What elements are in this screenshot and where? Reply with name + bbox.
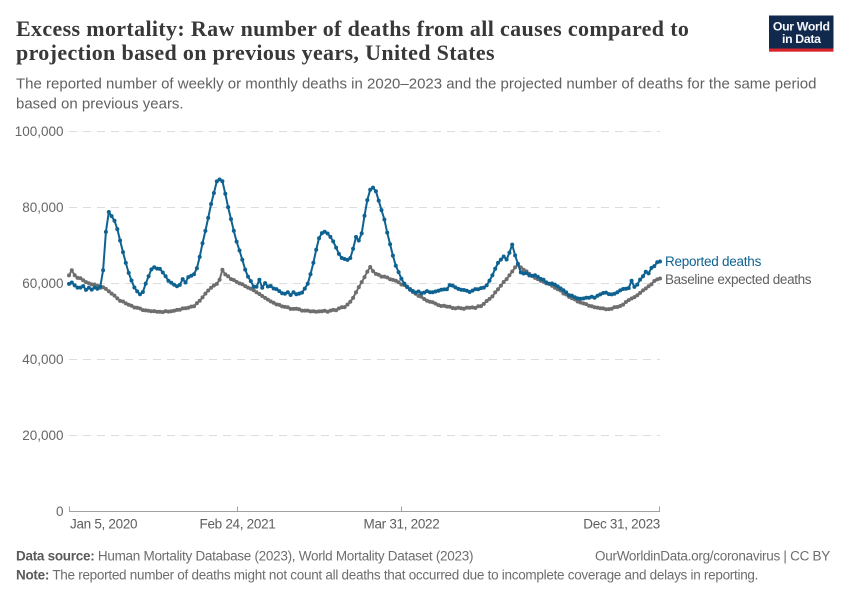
svg-text:in Data: in Data bbox=[782, 32, 821, 46]
svg-text:Note: The reported number of d: Note: The reported number of deaths migh… bbox=[16, 568, 758, 583]
svg-text:Baseline expected deaths: Baseline expected deaths bbox=[665, 272, 812, 287]
svg-text:Data source: Human Mortality D: Data source: Human Mortality Database (2… bbox=[16, 549, 473, 564]
svg-text:Excess mortality: Raw number o: Excess mortality: Raw number of deaths f… bbox=[16, 16, 689, 41]
svg-text:based on previous years.: based on previous years. bbox=[16, 96, 184, 113]
svg-text:Dec 31, 2023: Dec 31, 2023 bbox=[583, 516, 660, 531]
svg-text:Mar 31, 2022: Mar 31, 2022 bbox=[364, 516, 440, 531]
svg-text:The reported number of weekly: The reported number of weekly or monthly… bbox=[16, 76, 817, 93]
svg-text:Reported deaths: Reported deaths bbox=[665, 254, 762, 269]
svg-text:80,000: 80,000 bbox=[22, 200, 63, 215]
svg-text:60,000: 60,000 bbox=[22, 276, 63, 291]
svg-text:100,000: 100,000 bbox=[15, 124, 64, 139]
svg-text:projection based on previous y: projection based on previous years, Unit… bbox=[16, 40, 495, 65]
svg-text:Jan 5, 2020: Jan 5, 2020 bbox=[70, 516, 137, 531]
svg-text:Our World: Our World bbox=[773, 20, 830, 34]
svg-text:Feb 24, 2021: Feb 24, 2021 bbox=[200, 516, 276, 531]
svg-text:20,000: 20,000 bbox=[22, 428, 63, 443]
svg-text:40,000: 40,000 bbox=[22, 352, 63, 367]
svg-text:OurWorldinData.org/coronavirus: OurWorldinData.org/coronavirus | CC BY bbox=[595, 549, 830, 564]
svg-text:0: 0 bbox=[56, 504, 64, 519]
